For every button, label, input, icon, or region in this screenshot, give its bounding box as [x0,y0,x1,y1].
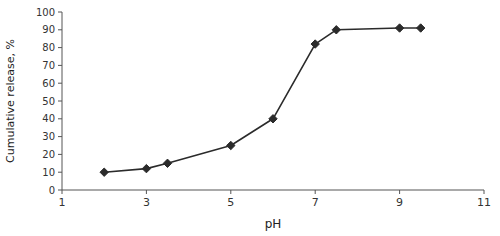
data-marker [269,115,277,123]
y-tick [58,101,62,102]
x-tick-label: 3 [143,196,150,209]
x-tick-label: 7 [312,196,319,209]
y-tick [58,154,62,155]
data-line [104,28,421,172]
y-tick [58,83,62,84]
x-tick-label: 11 [477,196,491,209]
y-tick [58,190,62,191]
y-tick-label: 50 [42,96,55,107]
data-marker [311,40,319,48]
plot-area [100,24,425,177]
data-marker [227,141,235,149]
y-tick [58,118,62,119]
data-marker [417,24,425,32]
x-axis-label: pH [265,217,282,231]
chart: 1 3 5 7 9 11 0 10 20 30 40 50 60 70 80 90 100 pH Cumulativ… [0,0,500,236]
x-tick [62,190,63,194]
y-tick-label: 20 [42,149,55,160]
data-marker [163,159,171,167]
x-tick [315,190,316,194]
y-tick [58,29,62,30]
data-marker [332,26,340,34]
data-marker [100,168,108,176]
y-tick-label: 90 [42,24,55,35]
data-marker [395,24,403,32]
x-tick-label: 9 [396,196,403,209]
x-axis-line [62,190,484,191]
x-tick [484,190,485,194]
y-tick-label: 70 [42,60,55,71]
y-tick-label: 60 [42,78,55,89]
x-tick-label: 1 [59,196,66,209]
y-tick-label: 0 [49,185,55,196]
y-tick-label: 100 [36,7,55,18]
y-tick [58,136,62,137]
y-tick-label: 30 [42,131,55,142]
data-marker [142,164,150,172]
y-axis-label: Cumulative release, % [4,39,17,163]
y-tick-label: 10 [42,167,55,178]
x-tick [399,190,400,194]
y-tick [58,172,62,173]
y-tick [58,65,62,66]
x-tick [230,190,231,194]
y-tick [58,47,62,48]
y-tick [58,12,62,13]
x-tick [146,190,147,194]
x-tick-label: 5 [227,196,234,209]
y-tick-label: 40 [42,113,55,124]
y-tick-label: 80 [42,42,55,53]
